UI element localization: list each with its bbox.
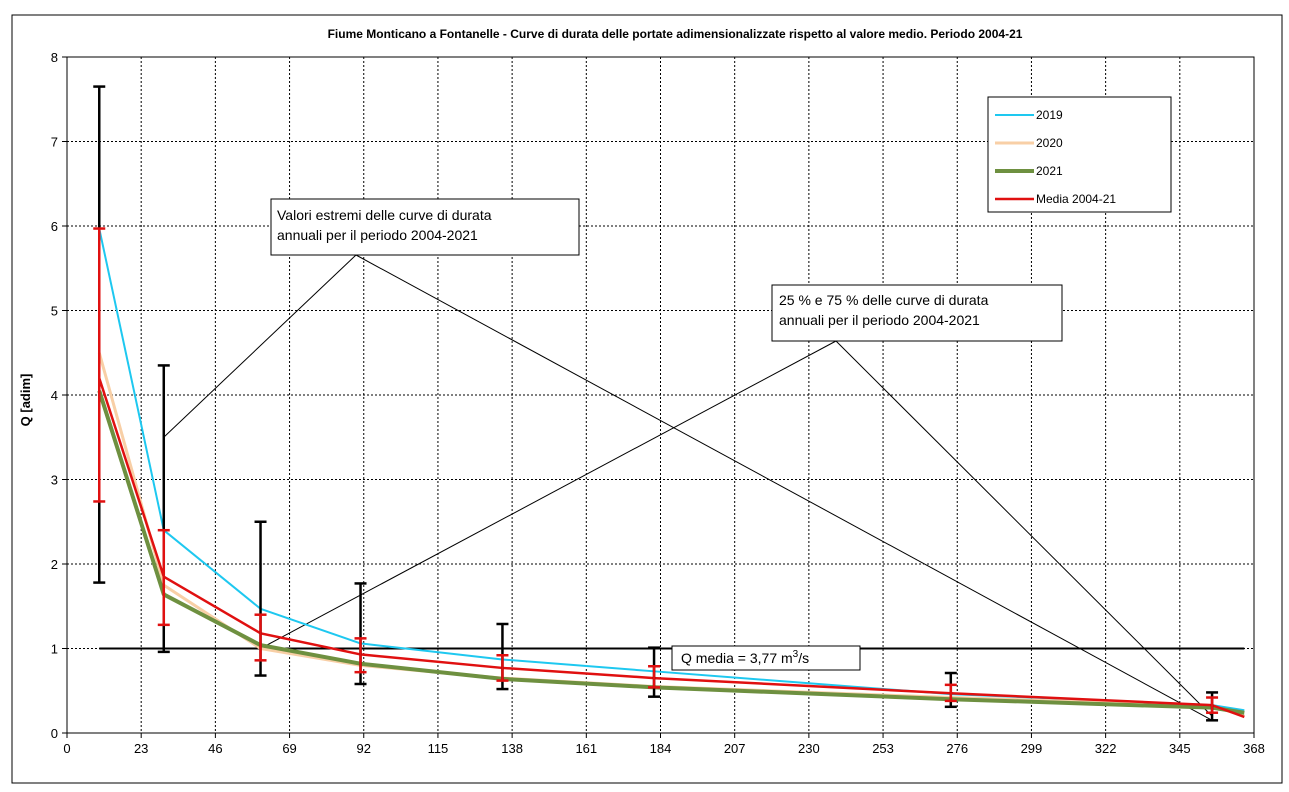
chart-title: Fiume Monticano a Fontanelle - Curve di …	[328, 27, 1023, 41]
x-tick-label-46: 46	[208, 741, 222, 756]
annotation-quartiles-line1: 25 % e 75 % delle curve di durata	[779, 292, 989, 308]
x-tick-label-138: 138	[501, 741, 523, 756]
x-tick-label-69: 69	[282, 741, 296, 756]
legend-label-2020: 2020	[1036, 136, 1063, 150]
mean-flow-label-box	[671, 645, 861, 671]
mean-flow-label-sup: 3	[793, 649, 799, 660]
legend-label-media-2004-21: Media 2004-21	[1036, 192, 1116, 206]
x-tick-label-207: 207	[724, 741, 746, 756]
y-tick-label-4: 4	[51, 388, 58, 403]
leader-quartiles-0	[260, 340, 837, 649]
mean-flow-label-suffix: /s	[798, 650, 809, 666]
annotation-leader-lines	[163, 254, 1213, 721]
x-tick-label-345: 345	[1169, 741, 1191, 756]
y-tick-label-2: 2	[51, 557, 58, 572]
legend-label-2019: 2019	[1036, 108, 1063, 122]
legend-box	[987, 96, 1172, 213]
x-tick-label-92: 92	[357, 741, 371, 756]
x-tick-label-161: 161	[575, 741, 597, 756]
legend-label-2021: 2021	[1036, 164, 1063, 178]
y-tick-label-1: 1	[51, 642, 58, 657]
legend: 2019 2020 2021 Media 2004-21	[987, 96, 1172, 213]
leader-quartiles-1	[835, 340, 1213, 717]
y-axis-label: Q [adim]	[18, 374, 33, 427]
annotation-quartiles: 25 % e 75 % delle curve di durata annual…	[771, 284, 1063, 342]
y-tick-labels: 0 1 2 3 4 5 6 7 8	[51, 50, 67, 741]
x-tick-label-23: 23	[134, 741, 148, 756]
x-tick-label-0: 0	[63, 741, 70, 756]
x-tick-label-368: 368	[1243, 741, 1265, 756]
annotation-extremes-line2: annuali per il periodo 2004-2021	[277, 227, 478, 243]
x-tick-label-184: 184	[650, 741, 672, 756]
leader-extremes-0	[163, 254, 357, 438]
annotation-extremes: Valori estremi delle curve di durata ann…	[270, 198, 580, 256]
mean-flow-label: Q media = 3,77 m3/s	[671, 645, 861, 671]
mean-flow-label-text: Q media = 3,77 m3/s	[681, 649, 809, 666]
y-tick-label-3: 3	[51, 473, 58, 488]
chart-frame	[11, 14, 1283, 784]
x-tick-label-230: 230	[798, 741, 820, 756]
y-tick-label-8: 8	[51, 50, 58, 65]
annotation-extremes-box	[270, 198, 580, 256]
x-tick-label-299: 299	[1021, 741, 1043, 756]
x-tick-label-115: 115	[428, 741, 449, 756]
x-tick-labels: 0 23 46 69 92 115 138 161 184 207 230 253 276 299 322 3…	[63, 733, 1265, 756]
y-tick-label-5: 5	[51, 304, 58, 319]
x-tick-label-253: 253	[872, 741, 894, 756]
x-tick-label-322: 322	[1095, 741, 1117, 756]
y-tick-label-7: 7	[51, 135, 58, 150]
annotation-extremes-line1: Valori estremi delle curve di durata	[277, 207, 492, 223]
annotation-quartiles-line2: annuali per il periodo 2004-2021	[779, 312, 980, 328]
y-tick-label-6: 6	[51, 219, 58, 234]
leader-extremes-1	[355, 254, 1213, 721]
x-tick-label-276: 276	[946, 741, 968, 756]
error-bars	[93, 85, 1219, 722]
y-tick-label-0: 0	[51, 726, 58, 741]
annotation-quartiles-box	[771, 284, 1063, 342]
mean-flow-label-prefix: Q media = 3,77 m	[681, 650, 793, 666]
